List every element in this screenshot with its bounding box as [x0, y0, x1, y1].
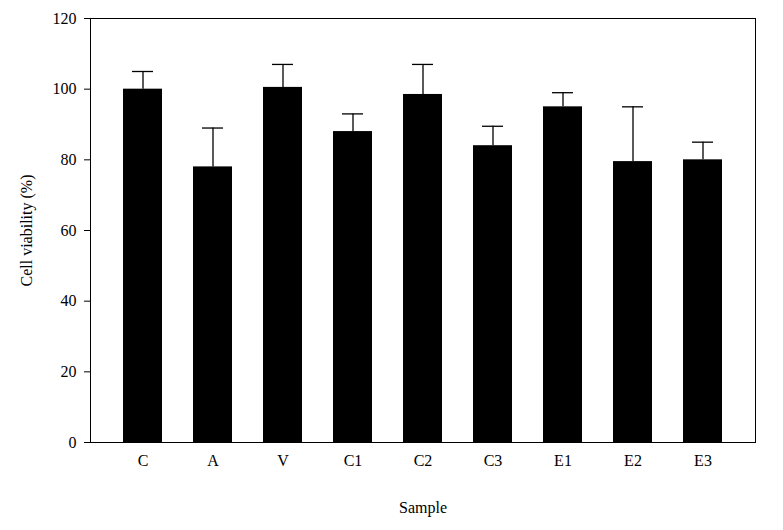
svg-text:V: V: [277, 452, 289, 469]
svg-text:A: A: [207, 452, 219, 469]
svg-text:C1: C1: [344, 452, 363, 469]
svg-text:20: 20: [61, 363, 77, 380]
svg-text:C: C: [138, 452, 149, 469]
svg-text:60: 60: [61, 222, 77, 239]
svg-text:E1: E1: [554, 452, 572, 469]
svg-text:E3: E3: [694, 452, 712, 469]
svg-text:40: 40: [61, 292, 77, 309]
svg-text:E2: E2: [624, 452, 642, 469]
svg-text:Sample: Sample: [399, 499, 447, 517]
svg-text:100: 100: [53, 80, 77, 97]
svg-text:C2: C2: [414, 452, 433, 469]
svg-text:80: 80: [61, 151, 77, 168]
svg-text:120: 120: [53, 10, 77, 27]
svg-text:Cell viability (%): Cell viability (%): [18, 175, 36, 287]
svg-text:0: 0: [69, 434, 77, 451]
svg-text:C3: C3: [484, 452, 503, 469]
